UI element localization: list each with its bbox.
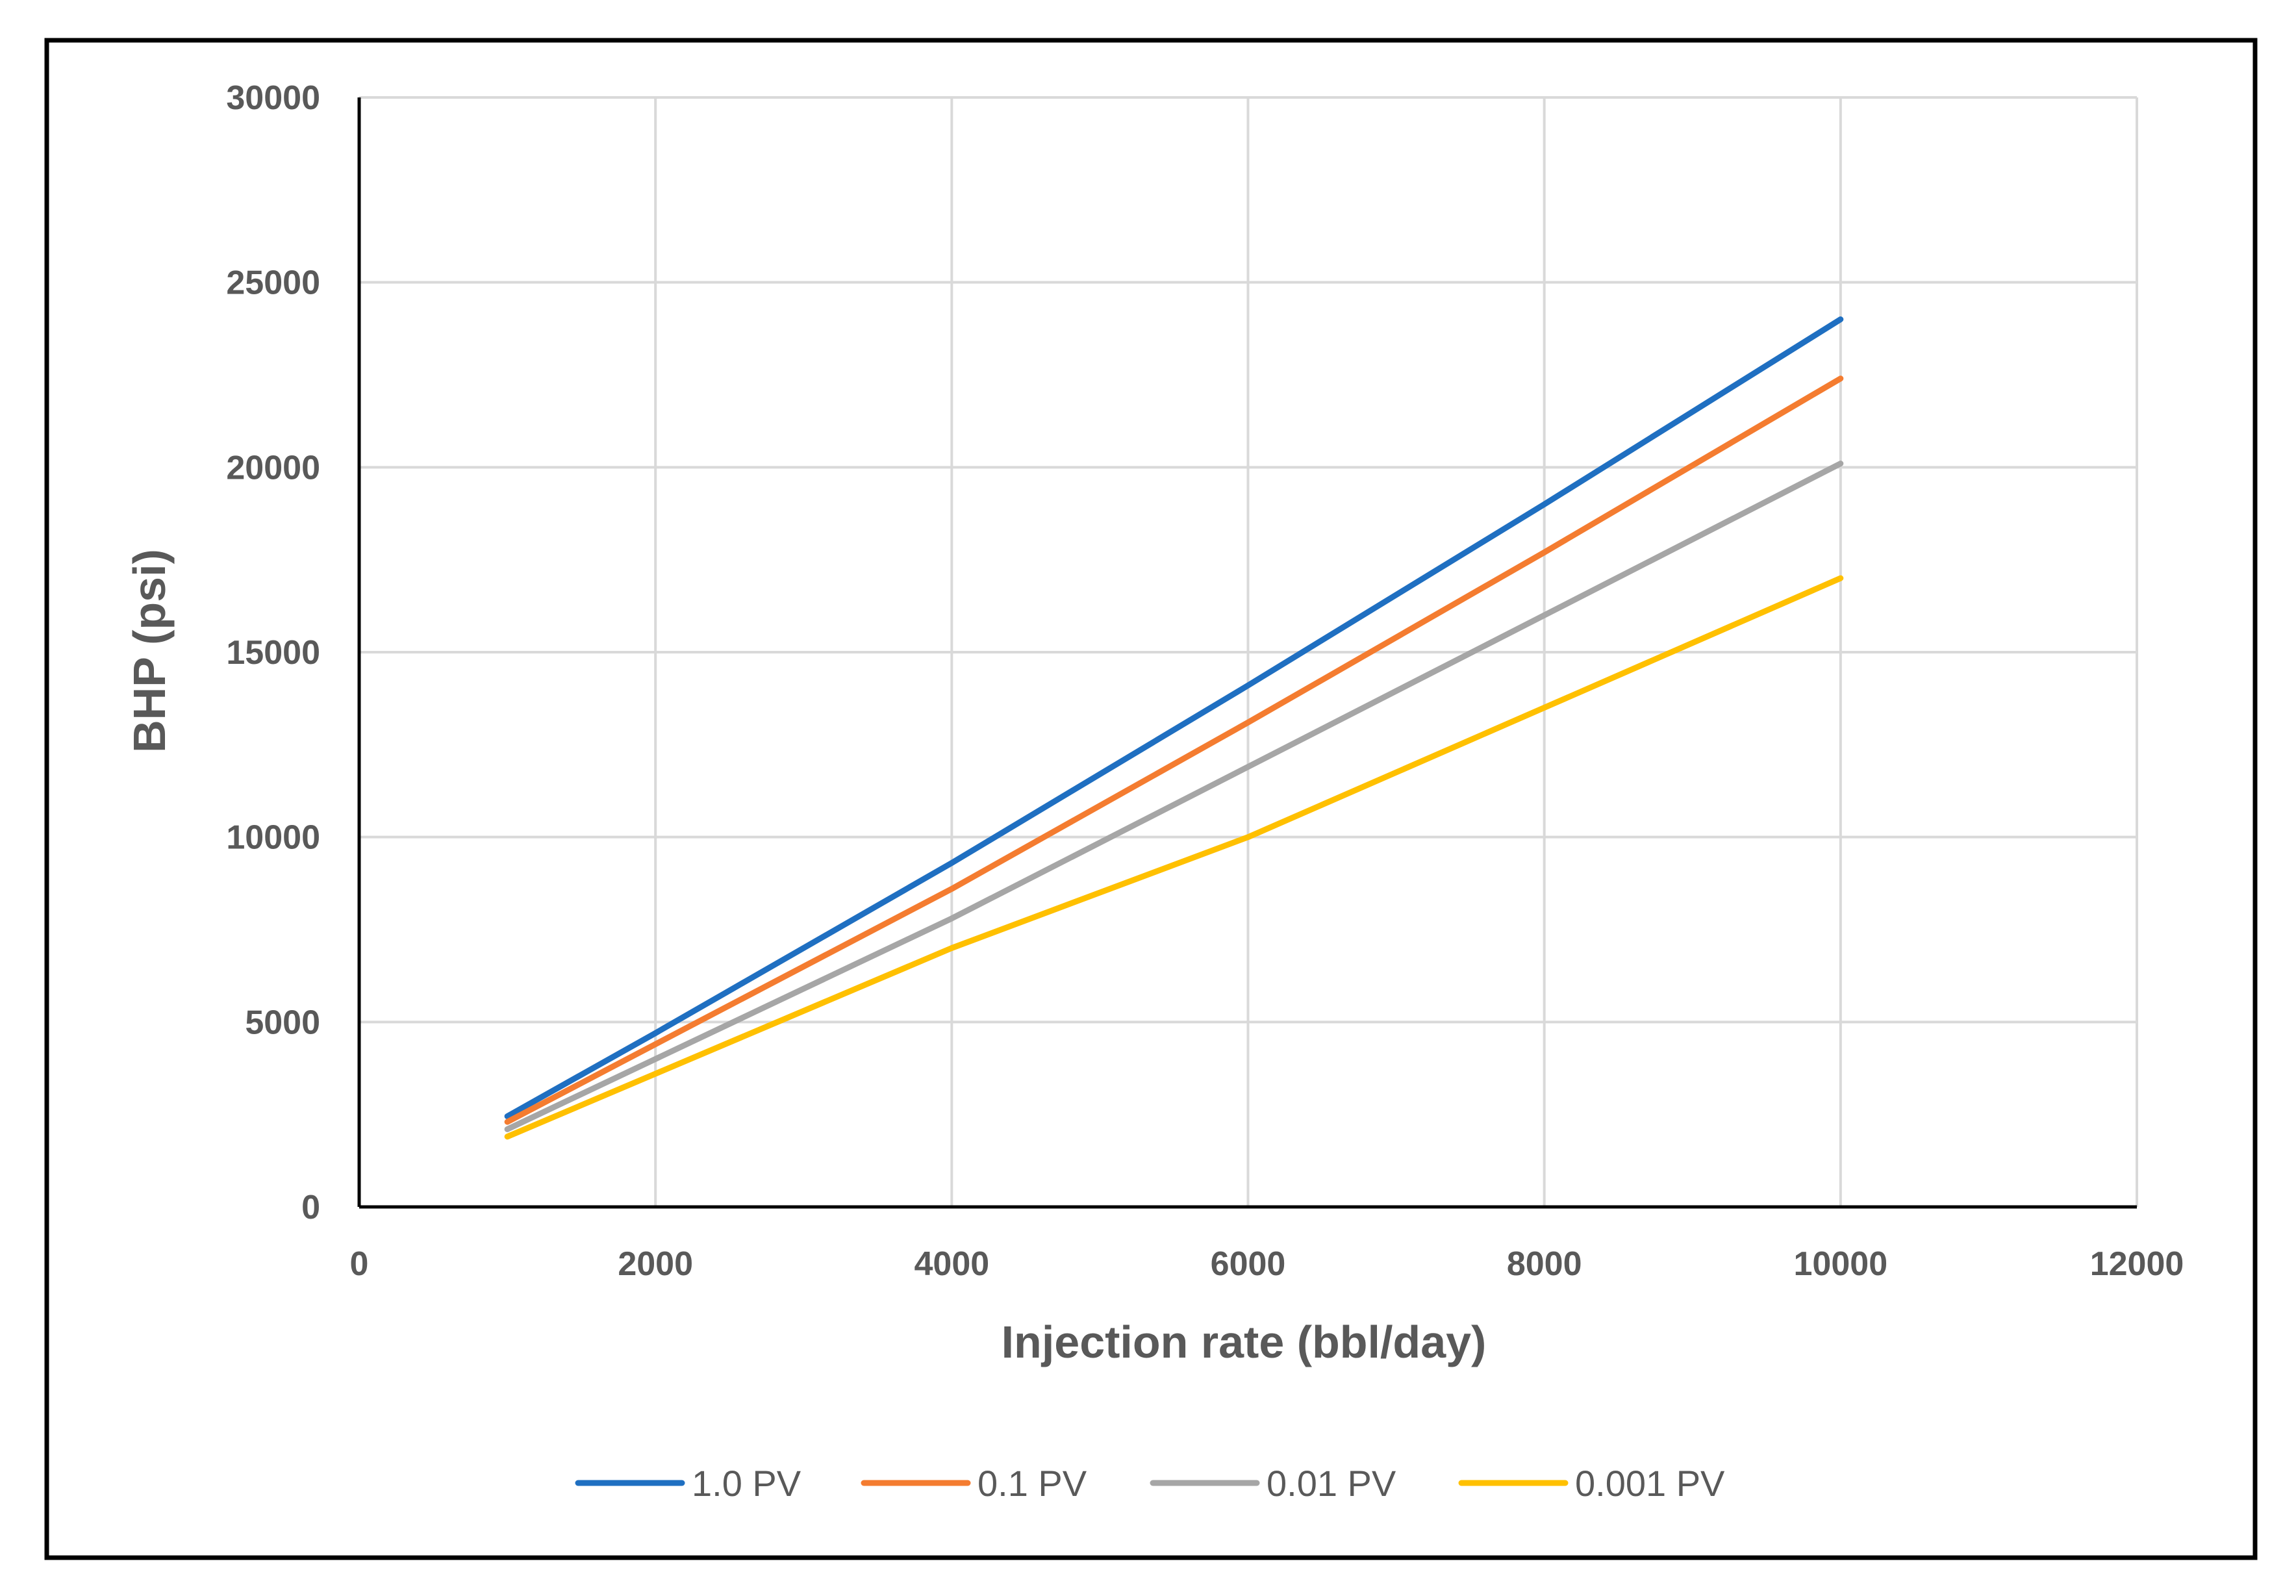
y-tick-label: 10000	[226, 819, 320, 857]
grid	[359, 96, 2138, 1207]
y-axis-title: BHP (psi)	[124, 549, 175, 753]
x-tick-label: 10000	[1794, 1245, 1888, 1283]
y-tick-labels: 0 5000 10000 15000 20000 25000 30000	[226, 79, 320, 1226]
y-tick-label: 0	[301, 1189, 320, 1226]
x-axis-title: Injection rate (bbl/day)	[1002, 1317, 1487, 1367]
legend-label: 0.1 PV	[978, 1463, 1087, 1504]
x-tick-label: 12000	[2090, 1245, 2184, 1283]
chart-frame	[44, 38, 2258, 1560]
series-line-0-1-pv	[504, 375, 1844, 1125]
x-tick-label: 8000	[1507, 1245, 1582, 1283]
x-tick-label: 4000	[914, 1245, 989, 1283]
series-line-0-01-pv	[504, 461, 1844, 1132]
x-tick-labels: 0 2000 4000 6000 8000 10000 12000	[350, 1245, 2184, 1283]
y-tick-label: 15000	[226, 634, 320, 672]
axes	[357, 97, 2137, 1209]
series-line-1-0-pv	[504, 316, 1844, 1119]
x-tick-label: 6000	[1211, 1245, 1286, 1283]
y-tick-label: 25000	[226, 264, 320, 302]
x-tick-label: 2000	[618, 1245, 693, 1283]
legend-label: 0.01 PV	[1267, 1463, 1396, 1504]
y-tick-label: 20000	[226, 449, 320, 487]
series-line-0-001-pv	[504, 575, 1844, 1140]
y-tick-label: 30000	[226, 79, 320, 117]
x-tick-label: 0	[350, 1245, 369, 1283]
series-lines	[504, 316, 1844, 1140]
legend-label: 1.0 PV	[692, 1463, 801, 1504]
legend-label: 0.001 PV	[1575, 1463, 1725, 1504]
y-tick-label: 5000	[245, 1004, 320, 1041]
legend: 1.0 PV 0.1 PV 0.01 PV 0.001 PV	[575, 1463, 1725, 1504]
